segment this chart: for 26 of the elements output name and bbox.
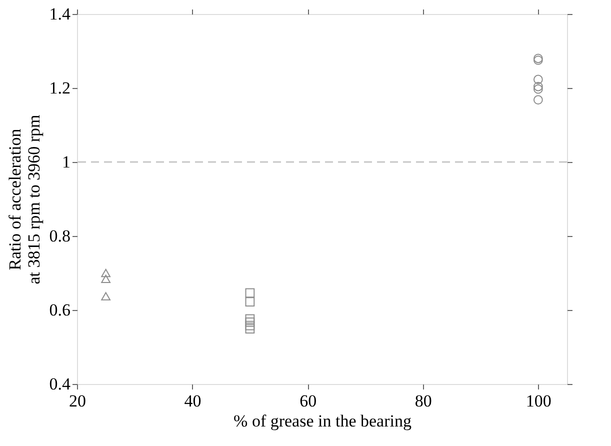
point — [245, 320, 255, 330]
point — [245, 288, 255, 298]
point — [101, 292, 111, 300]
y-tick-label: 1.4 — [49, 4, 71, 24]
point — [245, 324, 255, 334]
x-tick-label: 40 — [184, 392, 202, 410]
x-tick-label: 100 — [526, 392, 552, 410]
y-tick-label: 0.6 — [49, 300, 70, 320]
y-tick-label: 0.4 — [49, 374, 71, 394]
y-tick-label: 1.2 — [49, 78, 70, 98]
x-axis-title: % of grease in the bearing — [234, 412, 412, 430]
y-tick-label: 1 — [62, 152, 70, 172]
x-tick-label: 80 — [414, 392, 432, 410]
point — [245, 297, 255, 307]
point — [101, 268, 111, 278]
y-axis-title: Ratio of acceleration at 3815 rpm to 3960 rpm — [5, 114, 44, 284]
point — [533, 84, 543, 94]
point — [245, 314, 255, 324]
point — [245, 318, 255, 327]
point — [533, 95, 543, 105]
y-tick-label: 0.8 — [49, 226, 70, 246]
x-tick-label: 60 — [300, 392, 317, 410]
point — [533, 82, 543, 92]
point — [533, 74, 543, 84]
x-tick-label: 20 — [69, 392, 86, 410]
point — [101, 274, 111, 284]
